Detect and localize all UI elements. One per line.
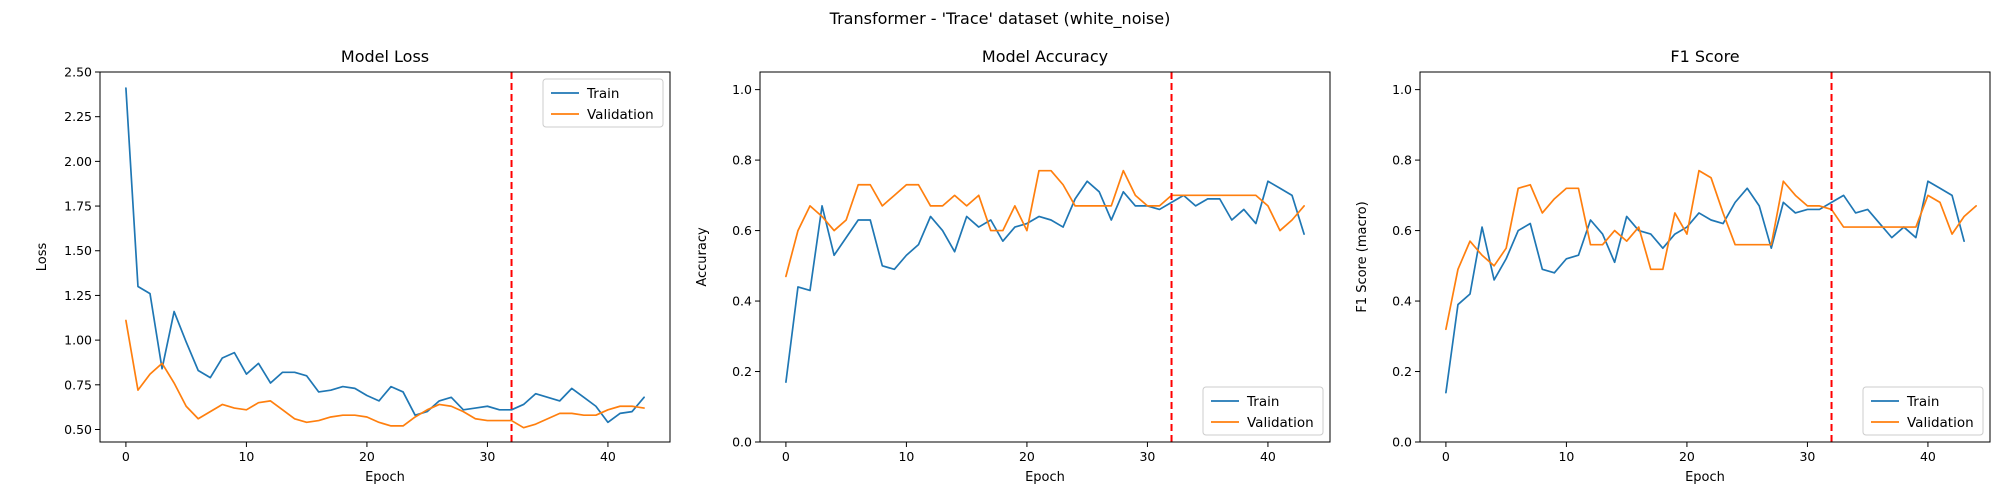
panel-3-series-train-line — [1445, 180, 1965, 394]
panel-2-xlabel: Epoch — [1025, 470, 1065, 485]
panel-1-legend-box — [542, 78, 664, 128]
panel-3-ytick-label-0-2: 0.2 — [1392, 364, 1412, 379]
panel-2-ytick-label-1-0: 1.0 — [732, 82, 752, 97]
panel-1-ytick-label-1-25: 1.25 — [64, 288, 92, 303]
panel-3-legend-label-train: Train — [1906, 394, 1939, 410]
panel-1-ytick-label-0-50: 0.50 — [64, 422, 92, 437]
panel-1-legend-label-validation: Validation — [587, 107, 654, 123]
panel-1-ytick-label-1-00: 1.00 — [64, 333, 92, 348]
panel-3-xlabel: Epoch — [1685, 470, 1725, 485]
panel-1-series-group — [125, 87, 645, 429]
panel-3-legend-box — [1862, 386, 1984, 436]
panel-3-xtick-label-20: 20 — [1679, 449, 1695, 464]
panel-1-series-train-line — [125, 87, 645, 424]
panel-2-title: Model Accuracy — [982, 47, 1108, 66]
panel-3-legend: Train Validation — [1862, 386, 1984, 436]
panel-1-legend-label-train: Train — [586, 86, 619, 102]
panel-3-series-group — [1445, 169, 1977, 394]
panel-3-ytick-label-0-8: 0.8 — [1392, 153, 1412, 168]
panel-1-series-validation-line — [125, 319, 645, 429]
panel-3-title: F1 Score — [1670, 47, 1739, 66]
panel-3-legend-label-validation: Validation — [1907, 415, 1974, 431]
panel-2-ytick-label-0-4: 0.4 — [732, 294, 752, 309]
panel-1-xlabel: Epoch — [365, 470, 405, 485]
panel-2-model-accuracy: Model Accuracy 0 10 20 30 40 0.0 0.2 0.4 0.6 0.8 1.… — [695, 47, 1331, 485]
panel-3-ylabel: F1 Score (macro) — [1355, 201, 1370, 312]
panel-3-axes-frame — [1419, 71, 1991, 443]
panel-1-title: Model Loss — [341, 47, 429, 66]
panel-2-ytick-label-0-6: 0.6 — [732, 223, 752, 238]
panel-1-legend: Train Validation — [542, 78, 664, 128]
panel-2-legend-box — [1202, 386, 1324, 436]
figure-title: Transformer - 'Trace' dataset (white_noi… — [829, 9, 1171, 29]
panel-3-xtick-label-0: 0 — [1442, 449, 1450, 464]
panel-1-xtick-label-20: 20 — [359, 449, 375, 464]
panel-2-series-validation-line — [785, 169, 1305, 278]
panel-1-xtick-label-10: 10 — [238, 449, 254, 464]
panel-2-xtick-label-20: 20 — [1019, 449, 1035, 464]
panel-3-xtick-label-40: 40 — [1920, 449, 1936, 464]
panel-2-ytick-label-0-0: 0.0 — [732, 435, 752, 450]
panel-3-ytick-label-0-6: 0.6 — [1392, 223, 1412, 238]
panel-2-xtick-label-40: 40 — [1260, 449, 1276, 464]
panel-1-model-loss: Model Loss 0 10 20 30 40 0.50 0.75 1.00 1.25 1.50 1… — [35, 47, 671, 485]
panel-3-xtick-label-10: 10 — [1558, 449, 1574, 464]
panel-3-f1-score: F1 Score 0 10 20 30 40 0.0 0.2 0.4 0.6 0.8 1.0 Epoch… — [1355, 47, 1991, 485]
panel-1-ylabel: Loss — [35, 243, 50, 272]
panel-3-ytick-label-1-0: 1.0 — [1392, 82, 1412, 97]
panel-2-series-group — [785, 169, 1305, 383]
panel-3-ytick-label-0-4: 0.4 — [1392, 294, 1412, 309]
panel-1-axes-frame — [99, 71, 671, 443]
panel-2-legend: Train Validation — [1202, 386, 1324, 436]
panel-1-ytick-label-1-75: 1.75 — [64, 199, 92, 214]
panel-1-xtick-label-0: 0 — [122, 449, 130, 464]
panel-2-xtick-label-30: 30 — [1139, 449, 1155, 464]
panel-3-xtick-label-30: 30 — [1799, 449, 1815, 464]
panel-2-ytick-label-0-2: 0.2 — [732, 364, 752, 379]
panel-3-ytick-label-0-0: 0.0 — [1392, 435, 1412, 450]
panel-2-series-train-line — [785, 180, 1305, 383]
panel-3-series-validation-line — [1445, 169, 1977, 331]
panel-1-ytick-label-2-50: 2.50 — [64, 65, 92, 80]
panel-1-xtick-label-40: 40 — [600, 449, 616, 464]
panel-2-ylabel: Accuracy — [695, 227, 710, 287]
panel-2-axes-frame — [759, 71, 1331, 443]
panel-1-ytick-label-2-00: 2.00 — [64, 154, 92, 169]
panel-2-ytick-label-0-8: 0.8 — [732, 153, 752, 168]
panel-1-ytick-label-1-50: 1.50 — [64, 243, 92, 258]
panel-1-ytick-label-2-25: 2.25 — [64, 109, 92, 124]
panel-2-legend-label-validation: Validation — [1247, 415, 1314, 431]
panel-1-ytick-label-0-75: 0.75 — [64, 377, 92, 392]
panel-1-xtick-label-30: 30 — [479, 449, 495, 464]
panel-2-legend-label-train: Train — [1246, 394, 1279, 410]
panel-2-xtick-label-0: 0 — [782, 449, 790, 464]
panel-2-xtick-label-10: 10 — [898, 449, 914, 464]
